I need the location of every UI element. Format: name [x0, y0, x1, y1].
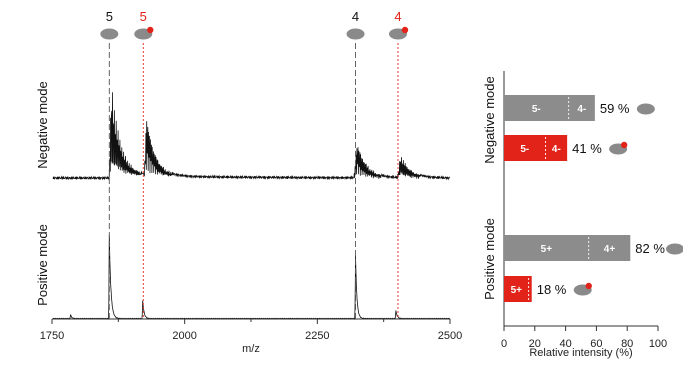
bar-value-label: 41 %: [572, 141, 602, 156]
panel-label-positive: Positive mode: [35, 224, 50, 306]
bar-segment-label: 5+: [541, 244, 553, 255]
mass-spectrum-chart: 1750 2000 2250 2500 m/z Negative mode Positive…: [35, 9, 462, 355]
x-tick-label: 1750: [40, 330, 64, 342]
negative-mode-trace: [52, 92, 451, 181]
protein-ligand-icon: [573, 282, 592, 296]
bar-x-tick-label: 60: [590, 338, 602, 350]
bar-x-tick-label: 40: [559, 338, 571, 350]
bar-value-label: 82 %: [635, 241, 665, 256]
bar: [504, 276, 532, 302]
bar-group-label-negative: Negative mode: [482, 76, 497, 163]
relative-intensity-chart: 0 20 40 60 80 100 Relative intensity (%) Negati…: [482, 71, 683, 359]
bar-segment-label: 5-: [532, 104, 541, 115]
x-tick-label: 2250: [305, 330, 329, 342]
bar-segment-label: 4-: [577, 104, 586, 115]
protein-ligand-icon: [609, 141, 628, 155]
x-axis-title: m/z: [242, 343, 260, 355]
bar-value-label: 18 %: [537, 282, 567, 297]
bar-x-axis-title: Relative intensity (%): [529, 347, 632, 359]
protein-ligand-icon: [134, 26, 154, 40]
protein-icon: [666, 243, 683, 255]
protein-icon: [636, 103, 655, 115]
bar-value-label: 59 %: [600, 101, 630, 116]
bar: [504, 135, 568, 161]
protein-ligand-icon: [388, 26, 409, 40]
bar-x-tick-label: 100: [649, 338, 667, 350]
bar-group-label-positive: Positive mode: [482, 218, 497, 300]
charge-state-label: 5: [140, 9, 147, 24]
bar-segment-label: 5-: [520, 144, 529, 155]
positive-mode-trace: [52, 235, 451, 321]
bar-segment-label: 5+: [511, 285, 523, 296]
bar-x-tick-label: 0: [501, 338, 507, 350]
bar-x-tick-label: 80: [621, 338, 633, 350]
bar-segment-label: 4-: [552, 144, 561, 155]
protein-icon: [346, 28, 365, 40]
protein-icon: [100, 28, 119, 40]
bar: [504, 95, 595, 121]
panel-label-negative: Negative mode: [35, 81, 50, 168]
bar-segment-label: 4+: [604, 244, 616, 255]
bar-x-tick-label: 20: [529, 338, 541, 350]
charge-state-label: 5: [106, 9, 113, 24]
bar: [504, 235, 631, 261]
charge-state-label: 4: [352, 9, 359, 24]
x-tick-label: 2500: [438, 330, 462, 342]
charge-state-label: 4: [394, 9, 401, 24]
x-tick-label: 2000: [172, 330, 196, 342]
